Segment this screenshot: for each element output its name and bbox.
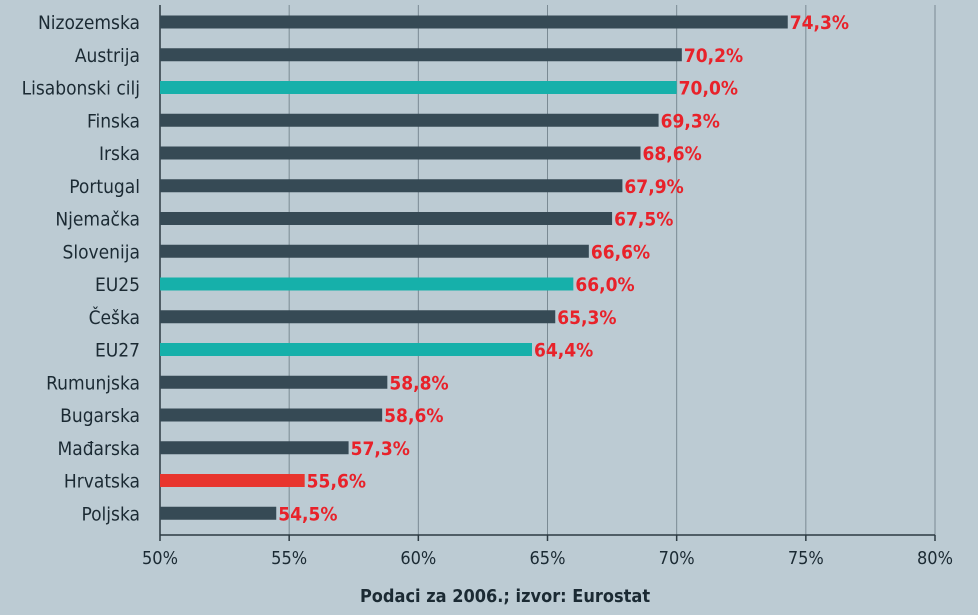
value-label: 69,3% — [661, 110, 720, 132]
value-label: 66,0% — [575, 274, 634, 296]
value-label: 74,3% — [790, 12, 849, 34]
bar — [160, 244, 589, 258]
source-note: Podaci za 2006.; izvor: Eurostat — [359, 586, 651, 607]
value-label: 54,5% — [278, 503, 337, 525]
value-label: 65,3% — [557, 307, 616, 329]
bar-chart: 50% 55% 60% 65% 70% 75% 80% Nizozemska 74,3% Aust… — [22, 5, 953, 569]
x-tick-label: 80% — [917, 548, 953, 569]
value-label: 68,6% — [643, 143, 702, 165]
bar — [160, 277, 574, 291]
category-label: Hrvatska — [64, 471, 140, 493]
category-label: Rumunjska — [46, 372, 140, 394]
category-label: Portugal — [69, 176, 140, 198]
value-label: 67,9% — [624, 176, 683, 198]
category-label: Njemačka — [55, 209, 140, 231]
value-label: 66,6% — [591, 241, 650, 263]
category-label: EU25 — [95, 274, 140, 296]
category-label: Češka — [89, 305, 140, 329]
value-label: 64,4% — [534, 340, 593, 362]
value-label: 67,5% — [614, 209, 673, 231]
category-label: Slovenija — [62, 241, 140, 263]
category-label: Irska — [99, 143, 140, 165]
bar — [160, 310, 556, 324]
category-label: Mađarska — [57, 438, 140, 460]
x-tick-label: 60% — [400, 548, 436, 569]
value-label: 70,2% — [684, 45, 743, 67]
category-label: Finska — [87, 110, 140, 132]
value-label: 70,0% — [679, 78, 738, 100]
x-tick-label: 50% — [142, 548, 178, 569]
bar — [160, 179, 623, 193]
category-label: Nizozemska — [38, 12, 140, 34]
bar — [160, 15, 788, 29]
x-tick-label: 75% — [788, 548, 824, 569]
category-label: Lisabonski cilj — [22, 78, 140, 100]
bar — [160, 441, 349, 455]
category-label: Austrija — [75, 45, 140, 67]
value-label: 58,8% — [389, 372, 448, 394]
x-tick-label: 65% — [530, 548, 566, 569]
bar — [160, 474, 305, 487]
bar — [160, 343, 532, 356]
category-label: EU27 — [95, 340, 140, 362]
bar — [160, 212, 613, 225]
category-label: Bugarska — [60, 405, 140, 427]
bar — [160, 506, 277, 520]
bar — [160, 81, 677, 94]
category-label: Poljska — [81, 503, 140, 525]
value-label: 58,6% — [384, 405, 443, 427]
bar — [160, 146, 641, 160]
value-label: 57,3% — [351, 438, 410, 460]
x-tick-label: 55% — [271, 548, 307, 569]
x-tick-label: 70% — [659, 548, 695, 569]
value-label: 55,6% — [307, 471, 366, 493]
bar — [160, 113, 659, 127]
bar — [160, 48, 682, 62]
bar — [160, 408, 383, 422]
bar — [160, 375, 388, 389]
